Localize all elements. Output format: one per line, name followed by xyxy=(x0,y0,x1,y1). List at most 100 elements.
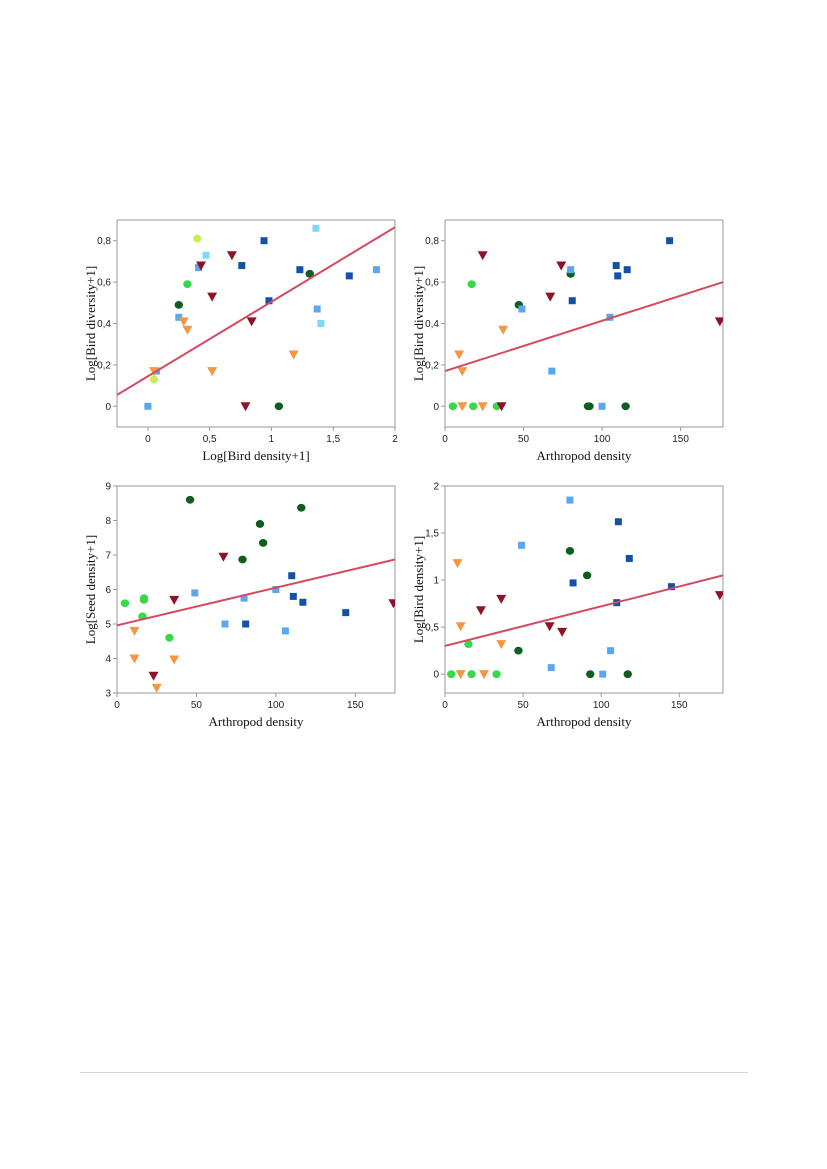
circle-marker xyxy=(469,402,478,411)
down-triangle-marker xyxy=(544,622,555,632)
x-axis-title: Log[Bird density+1] xyxy=(202,448,309,463)
square-marker xyxy=(568,297,576,305)
x-tick-label: 100 xyxy=(594,434,611,445)
square-marker xyxy=(313,305,321,313)
square-marker xyxy=(518,305,526,313)
plot-data-group xyxy=(445,496,723,680)
x-tick-label: 50 xyxy=(518,434,530,445)
y-tick-label: 9 xyxy=(105,482,111,493)
chart-svg-c: 0 50 100 150 3 4 5 6 7 8 9 Arthropod density Log[See… xyxy=(83,482,396,729)
chart-svg-b: 0 50 100 150 0 0,2 0,4 0,6 0,8 Arthropod density L… xyxy=(411,219,724,463)
down-triangle-marker xyxy=(226,251,237,261)
y-tick-label: 6 xyxy=(105,585,111,596)
square-marker xyxy=(372,266,380,274)
square-marker xyxy=(614,518,622,526)
x-tick-label: 150 xyxy=(347,700,364,711)
square-marker xyxy=(144,402,152,410)
circle-marker xyxy=(165,633,174,642)
square-marker xyxy=(195,264,203,272)
square-marker xyxy=(614,272,622,280)
x-axis-title: Arthropod density xyxy=(537,714,632,729)
down-triangle-marker xyxy=(169,595,180,605)
x-tick-label: 0,5 xyxy=(203,434,217,445)
regression-line xyxy=(445,281,723,373)
square-marker xyxy=(175,313,183,321)
x-tick-label: 50 xyxy=(191,700,203,711)
circle-marker xyxy=(193,234,202,243)
regression-line xyxy=(117,226,395,396)
square-marker xyxy=(567,266,575,274)
square-marker xyxy=(242,620,250,628)
y-axis-title: Log[Bird diversity+1] xyxy=(83,266,98,381)
y-tick-label: 4 xyxy=(105,654,111,665)
circle-marker xyxy=(185,495,195,504)
square-marker xyxy=(547,664,555,672)
circle-marker xyxy=(174,300,183,309)
plot-frame xyxy=(116,485,396,694)
y-tick-label: 0,8 xyxy=(425,236,439,247)
square-marker xyxy=(569,579,577,587)
down-triangle-marker xyxy=(207,292,218,302)
y-tick-label: 0,2 xyxy=(425,360,439,371)
square-marker xyxy=(667,583,675,591)
down-triangle-marker xyxy=(246,317,257,327)
x-axis-title: Arthropod density xyxy=(209,714,304,729)
square-marker xyxy=(281,627,289,635)
plot-frame xyxy=(444,485,724,694)
y-tick-label: 0 xyxy=(433,670,439,681)
square-marker xyxy=(666,237,674,245)
down-triangle-marker xyxy=(457,367,468,377)
circle-marker xyxy=(464,640,473,648)
circle-marker xyxy=(467,280,476,289)
circle-marker xyxy=(120,599,130,608)
circle-marker xyxy=(149,375,159,384)
down-triangle-marker xyxy=(452,559,463,569)
x-tick-label: 2 xyxy=(392,434,398,445)
down-triangle-marker xyxy=(240,402,251,412)
y-tick-label: 0,6 xyxy=(425,278,439,289)
circle-marker xyxy=(514,646,523,655)
x-tick-label: 100 xyxy=(268,700,285,711)
y-tick-label: 0,5 xyxy=(425,623,439,634)
x-axis-title: Arthropod density xyxy=(537,448,632,463)
scatter-panel-bird-diversity-vs-arthropod: 0 50 100 150 0 0,2 0,4 0,6 0,8 Arthropod density L… xyxy=(411,212,724,463)
circle-marker xyxy=(621,402,630,411)
y-axis-title: Log[Bird diversity+1] xyxy=(411,266,426,381)
down-triangle-marker xyxy=(169,655,180,665)
y-tick-label: 5 xyxy=(105,620,111,631)
down-triangle-marker xyxy=(479,670,490,680)
down-triangle-marker xyxy=(498,325,509,335)
down-triangle-marker xyxy=(496,640,507,650)
square-marker xyxy=(548,367,556,375)
y-tick-label: 8 xyxy=(105,516,111,527)
square-marker xyxy=(299,598,307,606)
circle-marker xyxy=(582,571,592,580)
down-triangle-marker xyxy=(545,292,556,302)
y-tick-label: 0,4 xyxy=(97,319,111,330)
down-triangle-marker xyxy=(457,402,468,412)
y-tick-label: 0 xyxy=(433,402,439,413)
square-marker xyxy=(238,262,246,270)
circle-marker xyxy=(183,280,192,289)
square-marker xyxy=(288,572,296,580)
square-marker xyxy=(265,297,273,305)
down-triangle-marker xyxy=(556,261,567,271)
x-tick-label: 1,5 xyxy=(326,434,340,445)
square-marker xyxy=(345,272,353,280)
y-tick-label: 1 xyxy=(433,576,439,587)
circle-marker xyxy=(258,539,268,547)
square-marker xyxy=(625,554,633,562)
down-triangle-marker xyxy=(714,591,723,601)
square-marker xyxy=(566,496,574,504)
y-tick-label: 0,6 xyxy=(97,278,111,289)
square-marker xyxy=(260,237,268,245)
square-marker xyxy=(272,586,280,593)
plot-data-group xyxy=(117,224,395,412)
square-marker xyxy=(221,620,229,628)
down-triangle-marker xyxy=(557,627,568,637)
down-triangle-marker xyxy=(148,671,159,681)
chart-svg-a: 0 0,5 1 1,5 2 0 0,2 0,4 0,6 0,8 Log[Bird density+1… xyxy=(83,219,398,463)
y-tick-label: 1,5 xyxy=(425,529,439,540)
scatter-panel-bird-density-vs-arthropod: 0 50 100 150 0 0,5 1 1,5 2 Arthropod density Log[B… xyxy=(411,478,724,729)
circle-marker xyxy=(255,520,265,528)
